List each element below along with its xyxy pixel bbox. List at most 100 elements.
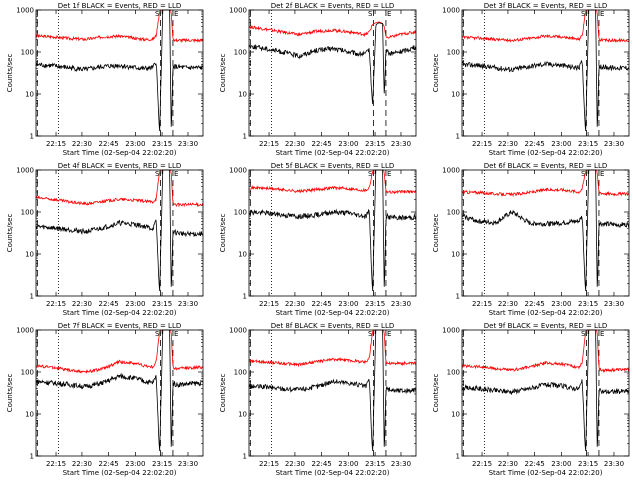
series-line-lld <box>35 9 204 44</box>
y-tick-label: 1 <box>243 133 247 141</box>
x-tick-label: 23:00 <box>551 460 571 468</box>
series-line-events <box>461 169 630 292</box>
chart-panel-6: Det 6f BLACK = Events, RED = LLD Counts/s… <box>432 162 630 317</box>
y-axis-label: Counts/sec <box>6 214 14 253</box>
x-axis-label: Start Time (02-Sep-04 22:02:20) <box>489 309 603 317</box>
marker-label: S <box>155 10 160 18</box>
x-axis-label: Start Time (02-Sep-04 22:02:20) <box>489 469 603 477</box>
marker-label: S <box>155 330 160 338</box>
plot-frame <box>461 169 630 297</box>
y-tick-label: 1 <box>456 453 460 461</box>
x-tick-label: 23:00 <box>338 460 358 468</box>
y-tick-label: 10 <box>451 91 460 99</box>
chart-title: Det 7f BLACK = Events, RED = LLD <box>58 322 181 330</box>
chart-title: Det 2f BLACK = Events, RED = LLD <box>271 2 394 10</box>
y-tick-label: 1 <box>456 133 460 141</box>
x-tick-label: 23:00 <box>125 140 145 148</box>
series-line-events <box>461 329 630 452</box>
marker-label: E <box>174 10 178 18</box>
marker-label: E <box>600 330 604 338</box>
y-tick-label: 100 <box>234 49 247 57</box>
y-tick-label: 10 <box>238 411 247 419</box>
y-tick-label: 1000 <box>229 7 247 15</box>
y-axis-label: Counts/sec <box>432 214 440 253</box>
series-line-lld <box>461 9 630 44</box>
plot-frame <box>35 9 204 137</box>
x-tick-label: 22:15 <box>259 300 279 308</box>
x-tick-label: 22:45 <box>99 460 119 468</box>
y-tick-label: 100 <box>21 369 34 377</box>
y-axis-label: Counts/sec <box>219 374 227 413</box>
marker-label: E <box>174 330 178 338</box>
y-tick-label: 100 <box>234 209 247 217</box>
chart-panel-7: Det 7f BLACK = Events, RED = LLD Counts/s… <box>6 322 204 477</box>
y-tick-label: 10 <box>25 411 34 419</box>
y-tick-label: 1 <box>456 293 460 301</box>
y-tick-label: 1 <box>30 133 34 141</box>
marker-label: S <box>368 10 373 18</box>
plot-frame <box>461 9 630 137</box>
x-tick-label: 22:30 <box>72 300 92 308</box>
y-axis-label: Counts/sec <box>219 54 227 93</box>
x-axis-label: Start Time (02-Sep-04 22:02:20) <box>276 309 390 317</box>
marker-label: E <box>387 10 391 18</box>
y-axis-label: Counts/sec <box>6 374 14 413</box>
x-tick-label: 22:15 <box>259 460 279 468</box>
chart-panel-9: Det 9f BLACK = Events, RED = LLD Counts/s… <box>432 322 630 477</box>
x-tick-label: 23:15 <box>152 140 172 148</box>
series-line-lld <box>461 329 630 374</box>
x-tick-label: 22:15 <box>472 460 492 468</box>
marker-label: S <box>368 170 373 178</box>
y-tick-label: 100 <box>21 49 34 57</box>
x-axis-label: Start Time (02-Sep-04 22:02:20) <box>276 149 390 157</box>
x-tick-label: 23:15 <box>578 140 598 148</box>
x-tick-label: 23:15 <box>152 300 172 308</box>
chart-title: Det 1f BLACK = Events, RED = LLD <box>58 2 181 10</box>
y-tick-label: 1000 <box>442 167 460 175</box>
x-tick-label: 22:45 <box>312 300 332 308</box>
marker-label: E <box>387 330 391 338</box>
x-tick-label: 22:30 <box>72 460 92 468</box>
series-line-events <box>248 329 417 452</box>
x-tick-label: 23:30 <box>178 300 198 308</box>
y-tick-label: 10 <box>238 91 247 99</box>
x-tick-label: 23:15 <box>578 300 598 308</box>
x-tick-label: 23:00 <box>125 460 145 468</box>
marker-label: S <box>581 330 586 338</box>
x-tick-label: 22:30 <box>285 140 305 148</box>
x-tick-label: 23:00 <box>338 300 358 308</box>
chart-title: Det 6f BLACK = Events, RED = LLD <box>484 162 607 170</box>
series-line-events <box>35 329 204 452</box>
marker-label: E <box>600 10 604 18</box>
y-axis-label: Counts/sec <box>432 374 440 413</box>
y-tick-label: 1000 <box>442 7 460 15</box>
x-axis-label: Start Time (02-Sep-04 22:02:20) <box>63 469 177 477</box>
x-tick-label: 22:30 <box>498 140 518 148</box>
x-tick-label: 23:00 <box>551 300 571 308</box>
series-line-events <box>249 169 417 292</box>
x-tick-label: 22:45 <box>312 460 332 468</box>
x-tick-label: 23:15 <box>365 140 385 148</box>
x-tick-label: 23:30 <box>604 460 624 468</box>
y-tick-label: 10 <box>451 411 460 419</box>
series-line-events <box>35 9 204 132</box>
x-tick-label: 23:15 <box>365 460 385 468</box>
y-tick-label: 1000 <box>229 327 247 335</box>
x-tick-label: 22:15 <box>46 300 66 308</box>
series-line-events <box>248 22 417 105</box>
marker-label: S <box>368 330 373 338</box>
chart-panel-8: Det 8f BLACK = Events, RED = LLD Counts/s… <box>219 322 417 477</box>
x-tick-label: 22:45 <box>525 460 545 468</box>
series-line-events <box>35 169 204 292</box>
x-tick-label: 23:30 <box>391 300 411 308</box>
plot-frame <box>35 329 204 457</box>
marker-label: S <box>155 170 160 178</box>
x-tick-label: 22:15 <box>259 140 279 148</box>
y-tick-label: 100 <box>447 49 460 57</box>
x-tick-label: 22:30 <box>285 460 305 468</box>
plot-frame <box>248 329 417 457</box>
y-tick-label: 1 <box>30 453 34 461</box>
x-tick-label: 22:45 <box>99 140 119 148</box>
chart-panel-1: Det 1f BLACK = Events, RED = LLD Counts/s… <box>6 2 204 157</box>
